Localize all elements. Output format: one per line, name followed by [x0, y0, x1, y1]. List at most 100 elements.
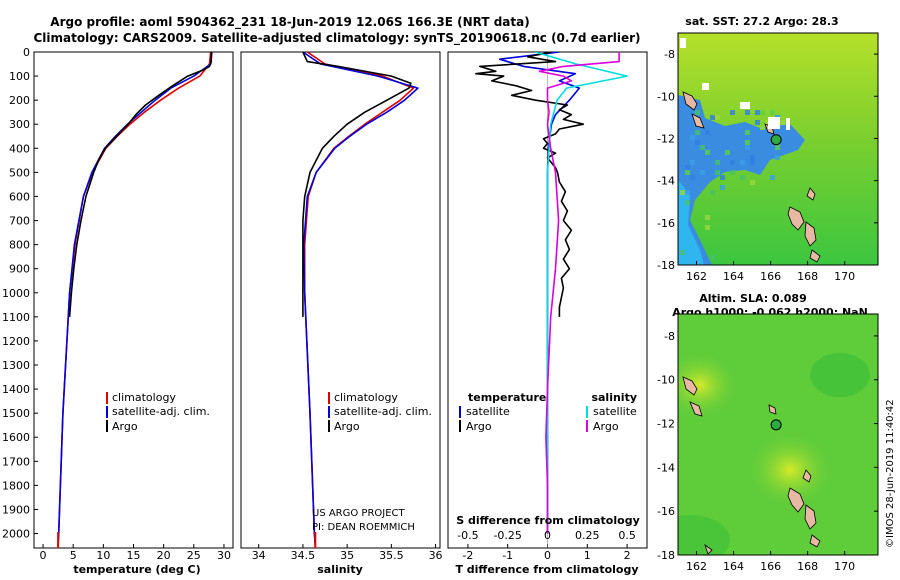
map-y-tick-label: -12 — [657, 418, 675, 431]
s-tick-label: 0.25 — [575, 529, 600, 542]
legend-label-satellite: satellite-adj. clim. — [112, 405, 210, 418]
legend-label-satellite: satellite-adj. clim. — [334, 405, 432, 418]
map-x-tick-label: 162 — [686, 270, 707, 283]
depth-tick-label: 300 — [9, 118, 30, 131]
series-line-satellite-adj-clim- — [302, 52, 419, 546]
difference-lines — [475, 52, 628, 548]
map-y-tick-label: -14 — [657, 461, 675, 474]
depth-tick-label: 1400 — [2, 383, 30, 396]
sst-map-axes: 162 164 166 168 170 -8 -10 -12 -14 -16 -18 — [657, 48, 878, 283]
x-tick-label: 35.5 — [379, 549, 404, 562]
depth-tick-label: 1800 — [2, 479, 30, 492]
sst-pixel — [685, 200, 690, 205]
depth-tick-label: 900 — [9, 263, 30, 276]
salinity-legend: climatology satellite-adj. clim. Argo — [328, 391, 432, 433]
sst-pixel — [740, 175, 745, 180]
sst-pixel — [695, 140, 700, 145]
sla-islands — [682, 376, 821, 555]
sst-pixel — [750, 180, 755, 185]
difference-top-label: S difference from climatology — [456, 514, 640, 527]
sst-pixel — [695, 130, 700, 135]
sst-pixel — [690, 175, 695, 180]
map-x-tick-label: 170 — [834, 560, 855, 573]
map-y-tick-label: -12 — [657, 132, 675, 145]
depth-tick-label: 800 — [9, 239, 30, 252]
sst-pixel — [745, 130, 750, 135]
sst-pixel — [700, 145, 705, 150]
depth-tick-label: 1200 — [2, 335, 30, 348]
header-line1: Argo profile: aoml 5904362_231 18-Jun-20… — [50, 15, 529, 30]
sst-pixel — [725, 150, 730, 155]
sst-pixel — [740, 160, 745, 165]
legend-title-temperature: temperature — [468, 391, 546, 404]
x-tick-label: 0 — [40, 549, 47, 562]
sst-pixel — [760, 110, 765, 115]
sst-argo-marker — [770, 134, 782, 146]
sst-pixel — [765, 120, 770, 125]
series-line-t-argo — [475, 52, 585, 317]
map-x-tick-label: 166 — [760, 270, 781, 283]
x-tick-label: 25 — [187, 549, 201, 562]
sla-map-image — [678, 314, 878, 555]
map-y-tick-label: -16 — [657, 217, 675, 230]
sst-cool-region-2 — [678, 180, 704, 265]
map-x-tick-label: 166 — [760, 560, 781, 573]
legend-label-argo: Argo — [334, 420, 360, 433]
map-x-tick-label: 170 — [834, 270, 855, 283]
legend-label-t-argo: Argo — [466, 420, 492, 433]
temperature-x-axis: 0 5 10 15 20 25 30 — [40, 544, 231, 562]
imos-stamp: ©IMOS 28-Jun-2019 11:40:42 — [885, 399, 896, 548]
sst-pixel — [685, 165, 690, 170]
series-line-argo — [68, 52, 213, 317]
depth-tick-label: 1600 — [2, 431, 30, 444]
salinity-panel: 34 34.5 35 35.5 36 climatology satellite-adj… — [240, 51, 443, 576]
map-y-tick-label: -16 — [657, 505, 675, 518]
salinity-diff-ticks: -0.5 -0.25 0 0.25 0.5 — [457, 529, 636, 542]
x-tick-label: 2 — [624, 549, 631, 562]
legend-label-climatology: climatology — [334, 391, 398, 404]
sst-pixel — [705, 150, 710, 155]
x-tick-label: 5 — [70, 549, 77, 562]
depth-tick-label: 2000 — [2, 528, 30, 541]
sst-pixel — [700, 170, 705, 175]
sst-pixel — [730, 110, 735, 115]
project-credit: US ARGO PROJECT — [312, 508, 406, 519]
temperature-x-label: temperature (deg C) — [73, 563, 200, 576]
legend-label-climatology: climatology — [112, 391, 176, 404]
sst-pixel — [715, 170, 720, 175]
map-y-tick-label: -10 — [657, 90, 675, 103]
map-y-tick-label: -8 — [664, 330, 675, 343]
sst-pixel — [695, 110, 700, 115]
depth-tick-label: 0 — [23, 46, 30, 59]
sla-argo-marker — [770, 419, 782, 431]
x-tick-label: 0 — [544, 549, 551, 562]
sst-pixel — [705, 215, 710, 220]
map-x-tick-label: 164 — [723, 270, 744, 283]
sst-pixel — [715, 115, 720, 120]
x-tick-label: 30 — [217, 549, 231, 562]
salinity-axes-box — [240, 51, 441, 549]
series-line-s-argo — [538, 52, 620, 534]
depth-tick-label: 200 — [9, 94, 30, 107]
sst-pixel — [755, 120, 760, 125]
sst-pixel — [730, 160, 735, 165]
map-y-tick-label: -10 — [657, 374, 675, 387]
sla-map-frame — [677, 313, 879, 556]
map-x-tick-label: 164 — [723, 560, 744, 573]
x-tick-label: 20 — [157, 549, 171, 562]
legend-title-salinity: salinity — [591, 391, 637, 404]
series-line-argo — [302, 52, 412, 317]
difference-legend: temperature salinity satellite Argo sate… — [459, 391, 637, 433]
sst-pixel — [745, 110, 750, 115]
sst-pixel — [750, 155, 755, 160]
series-line-s-satellite — [534, 52, 628, 534]
depth-tick-label: 600 — [9, 190, 30, 203]
depth-tick-label: 1300 — [2, 359, 30, 372]
salinity-x-axis: 34 34.5 35 35.5 36 — [252, 544, 443, 562]
x-tick-label: 1 — [584, 549, 591, 562]
sst-pixel — [770, 175, 775, 180]
sst-pixel — [760, 125, 765, 130]
sst-pixel — [720, 185, 725, 190]
salinity-lines — [302, 52, 419, 548]
